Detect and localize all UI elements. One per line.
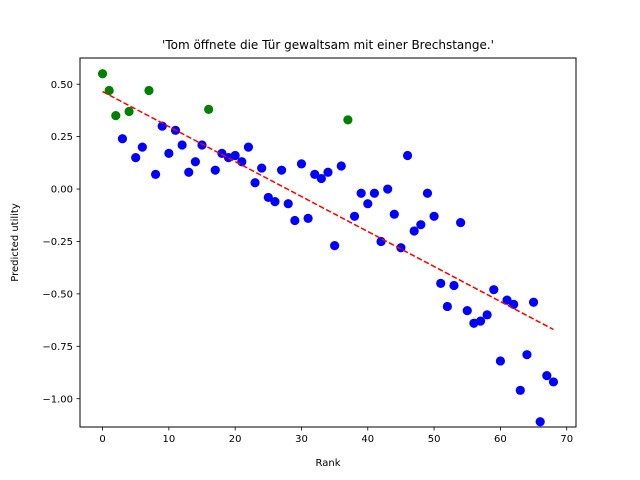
scatter-point-blue-50 [475,316,486,326]
scatter-point-green-0 [97,69,108,79]
scatter-point-blue-54 [502,295,512,305]
plot-frame [79,57,577,428]
scatter-point-green-3 [124,106,134,117]
scatter-point-blue-15 [237,157,247,167]
scatter-point-blue-30 [336,161,346,171]
scatter-point-blue-44 [436,278,446,288]
scatter-point-blue-53 [495,356,506,366]
chart-title: 'Tom öffnete die Tür gewaltsam mit einer… [162,38,494,52]
x-tick-label: 20 [229,434,242,445]
x-tick-label: 60 [494,434,507,445]
scatter-point-blue-21 [276,165,287,175]
scatter-point-blue-5 [164,148,174,158]
y-axis-label: Predicted utility [10,203,21,282]
scatter-point-blue-8 [184,167,194,177]
scatter-point-blue-17 [250,178,260,188]
scatter-point-blue-33 [363,199,373,209]
y-tick-label: 0.00 [51,185,73,196]
scatter-point-blue-23 [290,215,300,226]
scatter-point-green-6 [343,115,353,125]
scatter-point-blue-59 [535,417,545,427]
x-tick-label: 40 [361,434,374,445]
y-tick-label: −1.00 [42,394,73,405]
scatter-point-blue-10 [197,140,207,150]
scatter-point-blue-2 [137,142,147,152]
scatter-point-blue-57 [522,350,532,360]
y-tick-label: −0.50 [42,289,73,300]
scatter-point-blue-56 [515,385,525,395]
scatter-point-blue-26 [310,169,320,179]
y-tick-label: 0.50 [51,80,73,91]
scatter-point-blue-20 [270,197,280,207]
scatter-point-green-4 [144,85,154,96]
scatter-point-blue-18 [257,163,267,173]
scatter-point-blue-36 [383,184,393,194]
x-tick-label: 50 [428,434,441,445]
scatter-point-blue-48 [462,306,472,316]
scatter-point-green-2 [111,111,121,121]
y-tick-label: −0.75 [42,342,73,353]
scatter-point-blue-43 [429,211,439,221]
scatter-point-blue-9 [190,157,200,167]
scatter-point-blue-0 [117,134,128,144]
scatter-point-blue-4 [157,121,167,131]
x-tick-label: 10 [162,434,175,445]
scatter-point-green-1 [104,85,114,96]
scatter-point-blue-41 [416,220,426,230]
scatter-point-blue-35 [376,236,386,247]
scatter-point-blue-28 [323,167,333,177]
data-marks [97,69,559,427]
scatter-point-blue-61 [548,377,559,387]
x-axis-label: Rank [316,458,341,469]
scatter-point-blue-25 [303,213,313,223]
scatter-point-blue-16 [243,142,254,152]
x-tick-label: 30 [295,434,308,445]
y-tick-label: −0.25 [42,237,73,248]
scatter-point-blue-14 [230,150,240,161]
scatter-point-blue-42 [422,188,433,198]
scatter-point-blue-37 [389,209,399,219]
scatter-point-blue-58 [528,297,539,307]
scatter-point-blue-46 [449,280,459,291]
scatter-point-blue-22 [283,199,293,209]
scatter-point-blue-27 [316,173,326,184]
axis-ticks: 0 10 20 30 40 50 60 70 −1.00 −0.75 −0.50 −0.25 0.00 0… [42,80,573,445]
scatter-point-blue-7 [177,140,187,150]
trend-line [102,90,554,331]
scatter-point-blue-11 [210,165,220,175]
scatter-point-blue-29 [330,241,340,251]
scatter-point-blue-24 [296,159,307,169]
scatter-point-blue-60 [542,371,552,381]
x-tick-label: 70 [560,434,573,445]
scatter-point-blue-32 [356,188,366,198]
scatter-point-blue-40 [409,226,419,236]
scatter-point-blue-47 [456,217,466,228]
scatter-point-blue-1 [131,152,141,163]
scatter-point-blue-52 [489,285,499,295]
scatter-point-blue-19 [263,192,273,203]
y-tick-label: 0.25 [51,132,73,143]
scatter-point-green-5 [204,104,214,114]
scatter-point-blue-3 [150,169,161,179]
scatter-point-blue-39 [402,150,413,161]
x-tick-label: 0 [99,434,105,445]
scatter-point-blue-31 [349,211,360,221]
scatter-point-blue-45 [442,301,452,312]
scatter-point-blue-34 [369,188,380,198]
scatter-point-blue-51 [482,310,492,320]
